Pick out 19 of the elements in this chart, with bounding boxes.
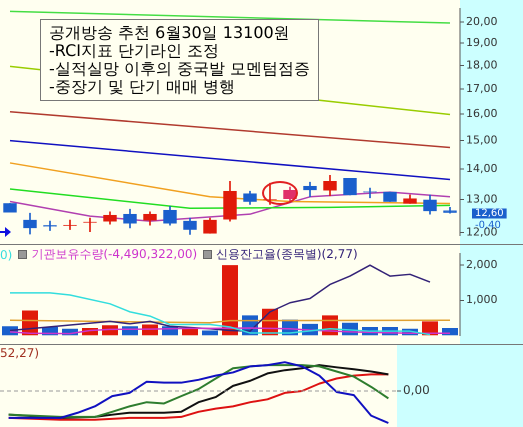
text: 0)	[0, 248, 12, 262]
text: 기관보유수량(-4,490,322,00)	[31, 246, 198, 263]
y-tick-label: 1,000	[466, 293, 498, 306]
bar	[222, 265, 238, 336]
y-tick-label: 13,00	[466, 192, 498, 206]
y-tick-label: 19,00	[466, 36, 498, 49]
y-tick-label: 20,00	[466, 14, 498, 28]
series-label: 신용잔고율(종목별)(2,77)	[216, 246, 358, 263]
y-tick-label: 17,00	[466, 82, 498, 95]
annotation: 공개방송 추천 6월30일 13100원 -RCI지표 단기라인 조정 -실적실망 이후의 중국발 모멘텀점증 -중장기 및 단기 매매 병행	[49, 23, 310, 96]
y-tick-label: 2,000	[466, 258, 498, 272]
y-tick-label: 14,00	[466, 162, 498, 175]
bar	[202, 330, 218, 336]
ref-line-label: 0,00	[403, 383, 430, 398]
y-tick-label: 16,00	[466, 106, 498, 120]
y-tick-label: 18,00	[466, 58, 498, 72]
text: 12,60	[475, 208, 504, 220]
text: 52,27)	[0, 346, 40, 360]
y-tick-label: 15,00	[466, 133, 498, 146]
